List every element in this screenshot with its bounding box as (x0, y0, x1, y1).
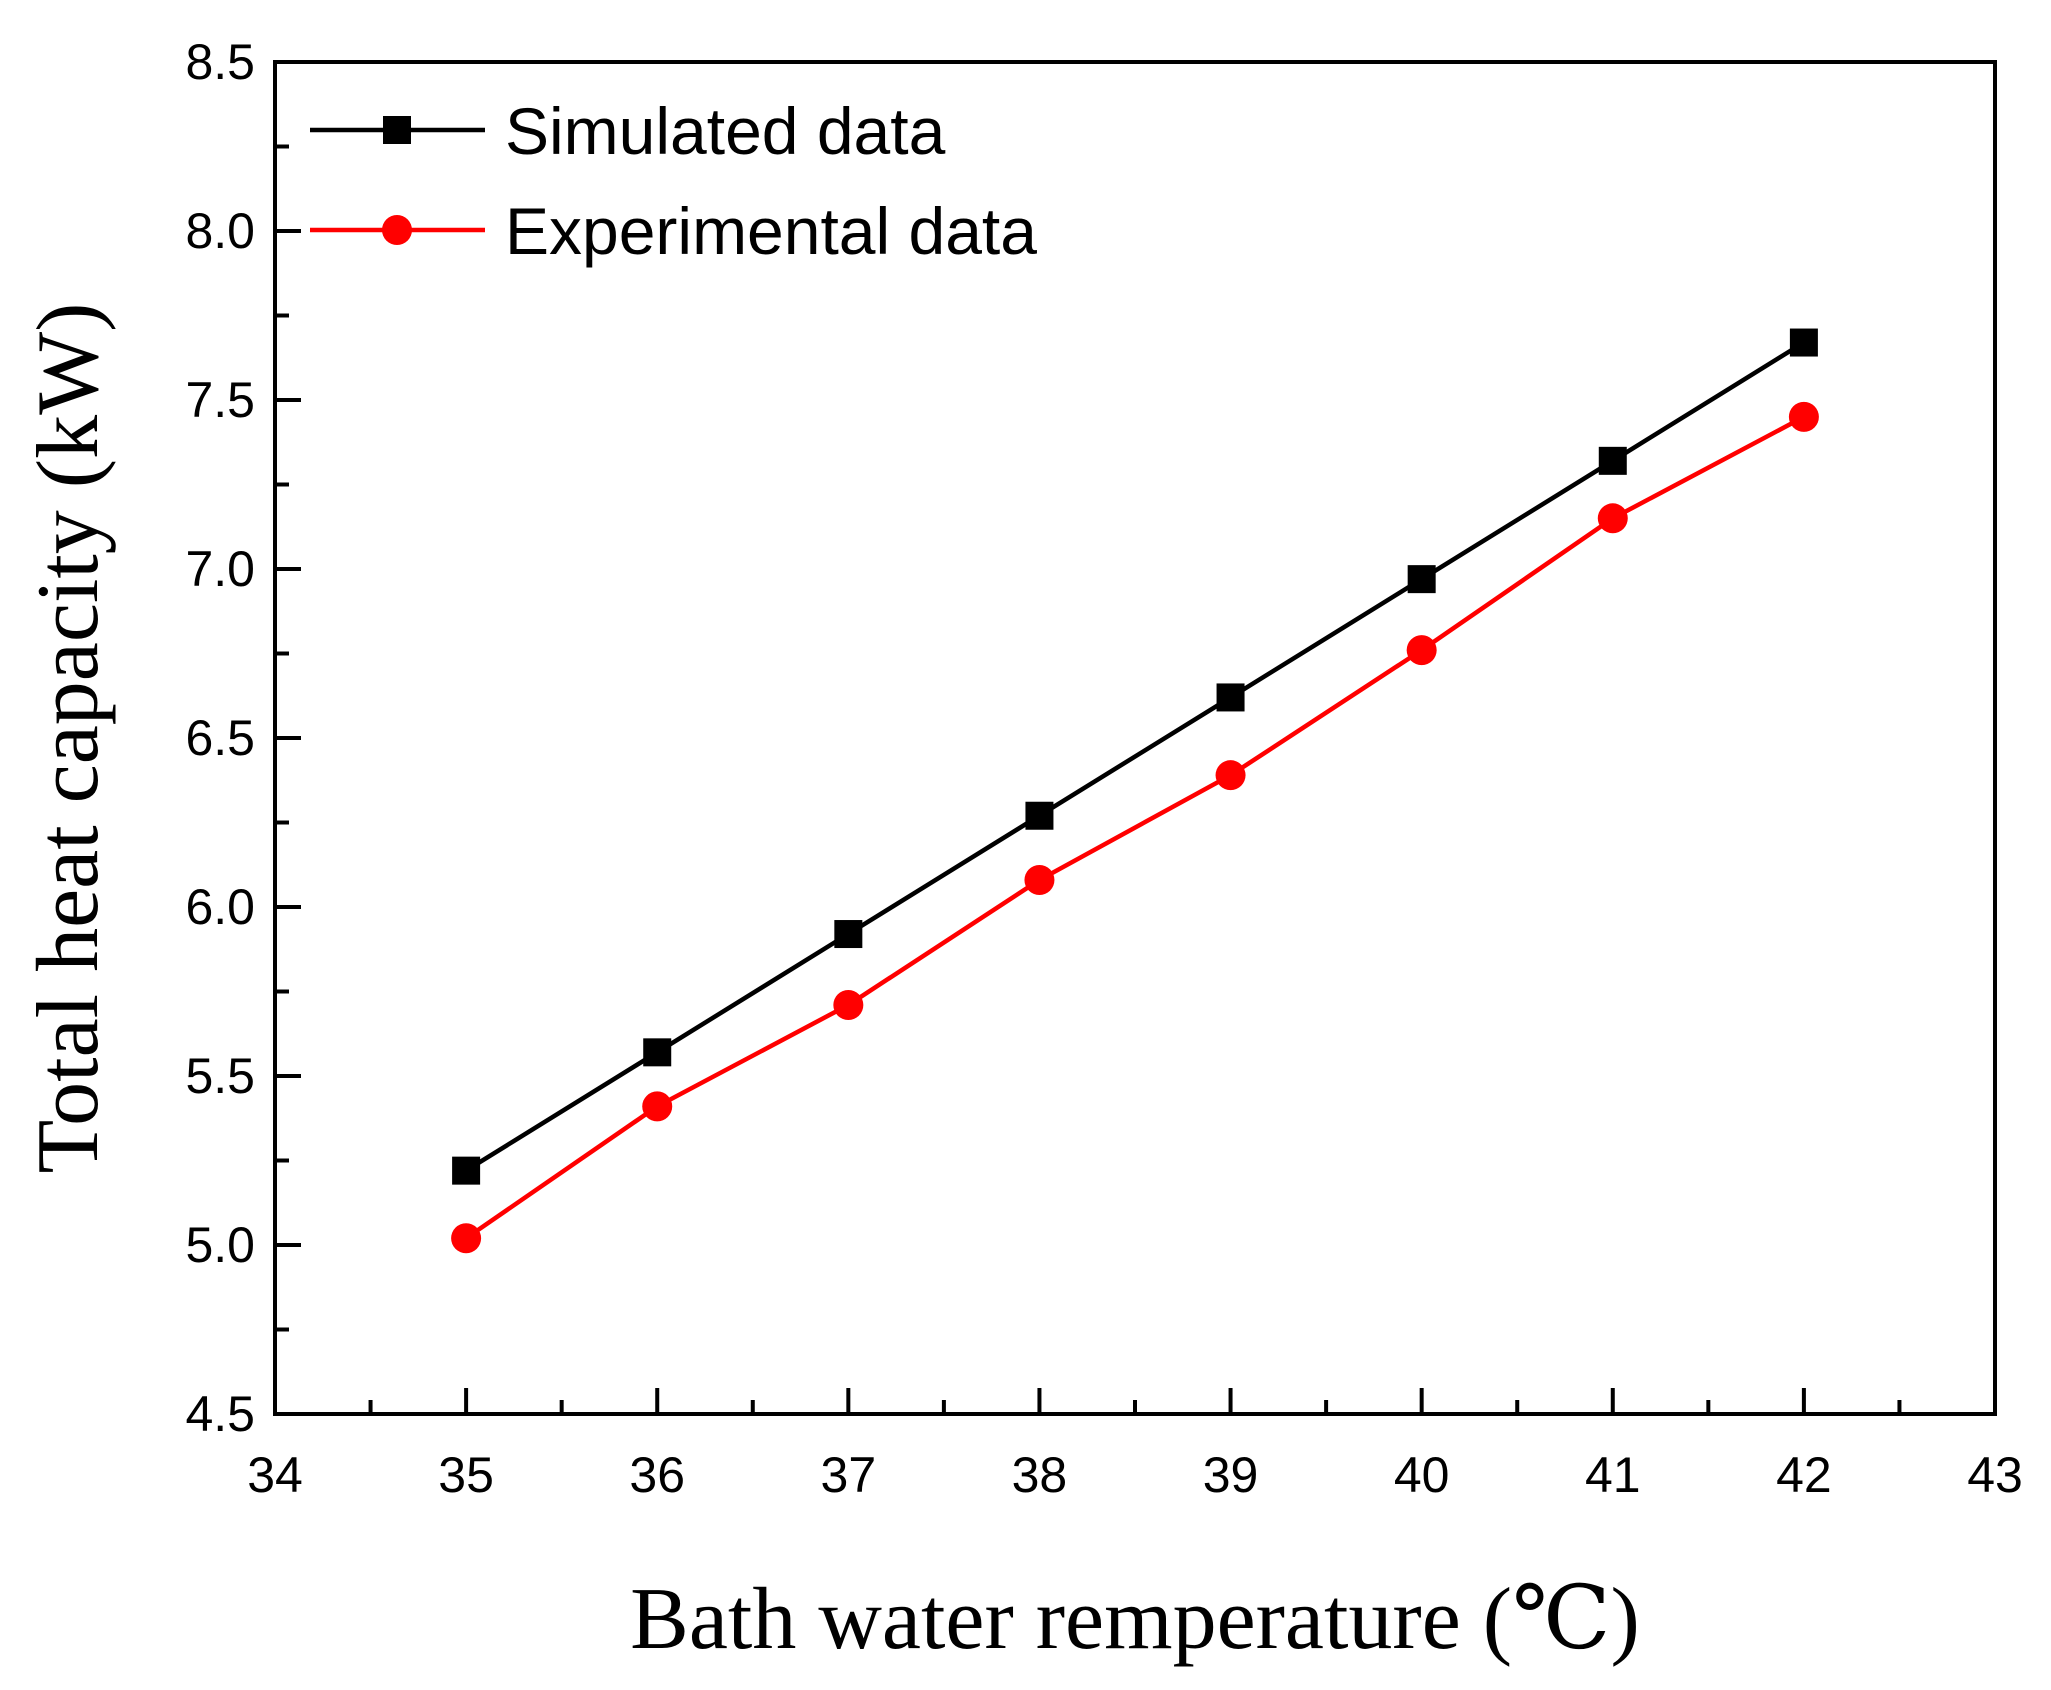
x-tick-label: 38 (1012, 1447, 1068, 1503)
y-tick-label: 7.0 (185, 541, 255, 597)
legend: Simulated data Experimental data (310, 94, 1037, 268)
legend-marker-simulated (383, 116, 411, 144)
data-point-experimental (833, 990, 864, 1021)
data-point-simulated (1598, 446, 1627, 475)
y-tick-label: 5.5 (185, 1048, 255, 1104)
data-point-experimental (1024, 864, 1055, 895)
data-point-simulated (1216, 683, 1245, 712)
data-point-simulated (1407, 565, 1436, 594)
x-tick-label: 37 (821, 1447, 877, 1503)
legend-label-simulated: Simulated data (505, 94, 946, 168)
data-point-experimental (1215, 760, 1246, 791)
data-point-simulated (1789, 328, 1818, 357)
y-tick-label: 4.5 (185, 1386, 255, 1442)
y-tick-label: 8.0 (185, 203, 255, 259)
series-line-simulated (464, 340, 1806, 1173)
y-tick-label: 5.0 (185, 1217, 255, 1273)
y-tick-label: 6.5 (185, 710, 255, 766)
y-tick-label: 7.5 (185, 372, 255, 428)
data-point-simulated (452, 1156, 481, 1185)
series-line-experimental (464, 414, 1805, 1241)
x-tick-label: 42 (1776, 1447, 1832, 1503)
legend-marker-experimental (382, 215, 412, 245)
x-axis-title: Bath water remperature (℃) (630, 1571, 1640, 1668)
data-point-simulated (643, 1038, 672, 1067)
x-tick-label: 43 (1967, 1447, 2023, 1503)
data-point-simulated (1025, 801, 1054, 830)
x-tick-label: 41 (1585, 1447, 1641, 1503)
x-tick-label: 39 (1203, 1447, 1259, 1503)
x-tick-label: 35 (438, 1447, 494, 1503)
data-point-experimental (642, 1091, 673, 1122)
plot-frame (273, 60, 1997, 1416)
x-tick-label: 40 (1394, 1447, 1450, 1503)
series-layer (451, 328, 1819, 1254)
axis-tick-labels: 34 35 36 37 38 39 40 41 42 43 4.5 5.0 5.5 6.0 6.5 7.0 7.… (185, 34, 2022, 1503)
legend-label-experimental: Experimental data (505, 194, 1037, 268)
y-tick-label: 8.5 (185, 34, 255, 90)
data-point-experimental (451, 1223, 482, 1254)
data-point-experimental (1597, 503, 1628, 534)
data-point-simulated (834, 920, 863, 949)
x-tick-label: 36 (629, 1447, 685, 1503)
axis-ticks (273, 60, 1997, 1416)
data-point-experimental (1788, 401, 1819, 432)
y-axis-title: Total heat capacity (kW) (20, 303, 117, 1174)
x-tick-label: 34 (247, 1447, 303, 1503)
data-point-experimental (1406, 635, 1437, 666)
y-tick-label: 6.0 (185, 879, 255, 935)
